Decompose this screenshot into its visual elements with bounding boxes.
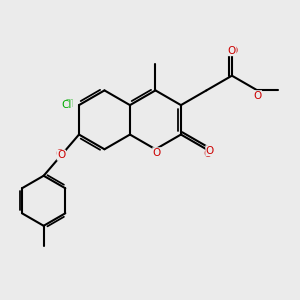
- Text: O: O: [253, 91, 262, 101]
- Text: O: O: [204, 149, 212, 159]
- Text: O: O: [206, 146, 214, 156]
- Text: O: O: [56, 149, 64, 159]
- Text: O: O: [153, 148, 161, 158]
- Text: O: O: [153, 148, 161, 158]
- Text: O: O: [229, 46, 238, 56]
- Text: O: O: [57, 150, 65, 160]
- Text: Cl: Cl: [61, 100, 72, 110]
- Text: O: O: [228, 46, 236, 56]
- Text: O: O: [253, 91, 262, 101]
- Text: Cl: Cl: [64, 99, 74, 109]
